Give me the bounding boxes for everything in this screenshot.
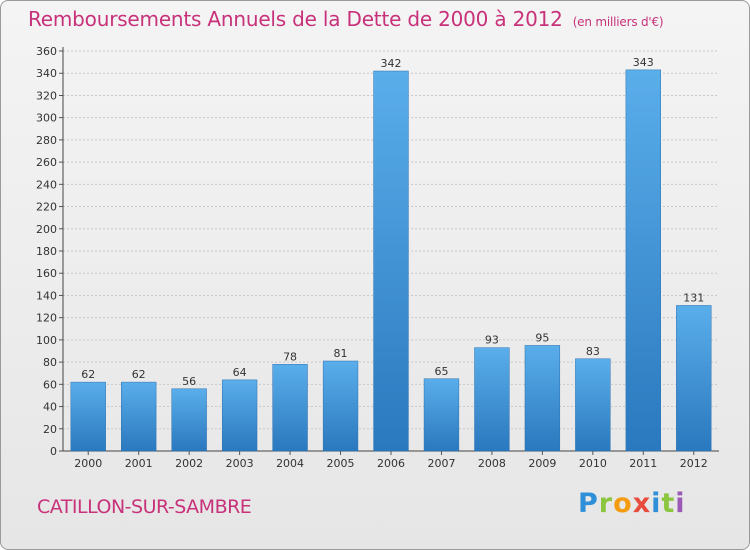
bar-value-label: 131 [683,291,704,304]
bar-value-label: 83 [586,345,600,358]
x-tick-label: 2007 [427,457,455,470]
bars [70,69,712,452]
bar-2008 [474,347,510,452]
y-tick-label: 260 [36,156,57,169]
bar-2003 [221,379,258,452]
bar-value-label: 62 [81,368,95,381]
y-tick-label: 240 [36,178,57,191]
bar-value-label: 93 [485,334,499,347]
y-tick-label: 280 [36,134,57,147]
bar-value-label: 95 [535,331,549,344]
bar-value-label: 64 [233,366,247,379]
x-tick-label: 2005 [327,457,355,470]
bar-2011 [625,69,661,452]
y-tick-label: 200 [36,223,57,236]
y-tick-label: 360 [36,45,57,58]
x-tick-label: 2011 [629,457,657,470]
y-tick-label: 20 [43,423,57,436]
x-tick-label: 2001 [125,457,153,470]
y-tick-label: 0 [50,445,57,458]
y-tick-label: 340 [36,67,57,80]
bar-2007 [423,378,460,452]
x-tick-label: 2000 [74,457,102,470]
bar-value-label: 62 [132,368,146,381]
bar-2009 [524,345,561,452]
y-tick-label: 220 [36,201,57,214]
y-tick-label: 60 [43,378,57,391]
bar-value-label: 342 [381,57,402,70]
chart-unit: (en milliers d'€) [572,15,664,29]
y-tick-label: 320 [36,89,57,102]
y-tick-label: 140 [36,289,57,302]
x-tick-label: 2004 [276,457,304,470]
bar-2005 [322,360,359,452]
labels: 0 20 40 60 80 100 120 140 160 180 200 220 240 260 280 3… [36,45,708,470]
y-tick-label: 300 [36,112,57,125]
x-tick-label: 2012 [680,457,708,470]
y-tick-label: 180 [36,245,57,258]
x-tick-label: 2008 [478,457,506,470]
bar-value-label: 65 [434,365,448,378]
bar-value-label: 81 [334,347,348,360]
bar-2012 [676,305,712,452]
y-tick-label: 120 [36,312,57,325]
x-tick-label: 2006 [377,457,405,470]
proxiti-logo: Proxiti [578,488,686,519]
x-tick-label: 2003 [226,457,254,470]
bar-2010 [575,358,611,452]
y-tick-label: 80 [43,356,57,369]
y-tick-label: 100 [36,334,57,347]
bar-value-label: 56 [182,375,196,388]
commune-name: CATILLON-SUR-SAMBRE [37,496,252,518]
bar-2006 [373,70,409,452]
bar-2001 [121,381,157,452]
bar-2002 [171,388,207,452]
chart-title: Remboursements Annuels de la Dette de 20… [28,7,664,31]
y-tick-label: 160 [36,267,57,280]
bar-2004 [272,364,308,452]
bar-2000 [70,381,106,452]
bar-value-label: 78 [283,350,297,363]
y-tick-label: 40 [43,401,57,414]
chart-title-text: Remboursements Annuels de la Dette de 20… [28,7,563,31]
x-tick-label: 2002 [175,457,203,470]
x-tick-label: 2009 [528,457,556,470]
x-tick-label: 2010 [579,457,607,470]
bar-value-label: 343 [633,56,654,69]
